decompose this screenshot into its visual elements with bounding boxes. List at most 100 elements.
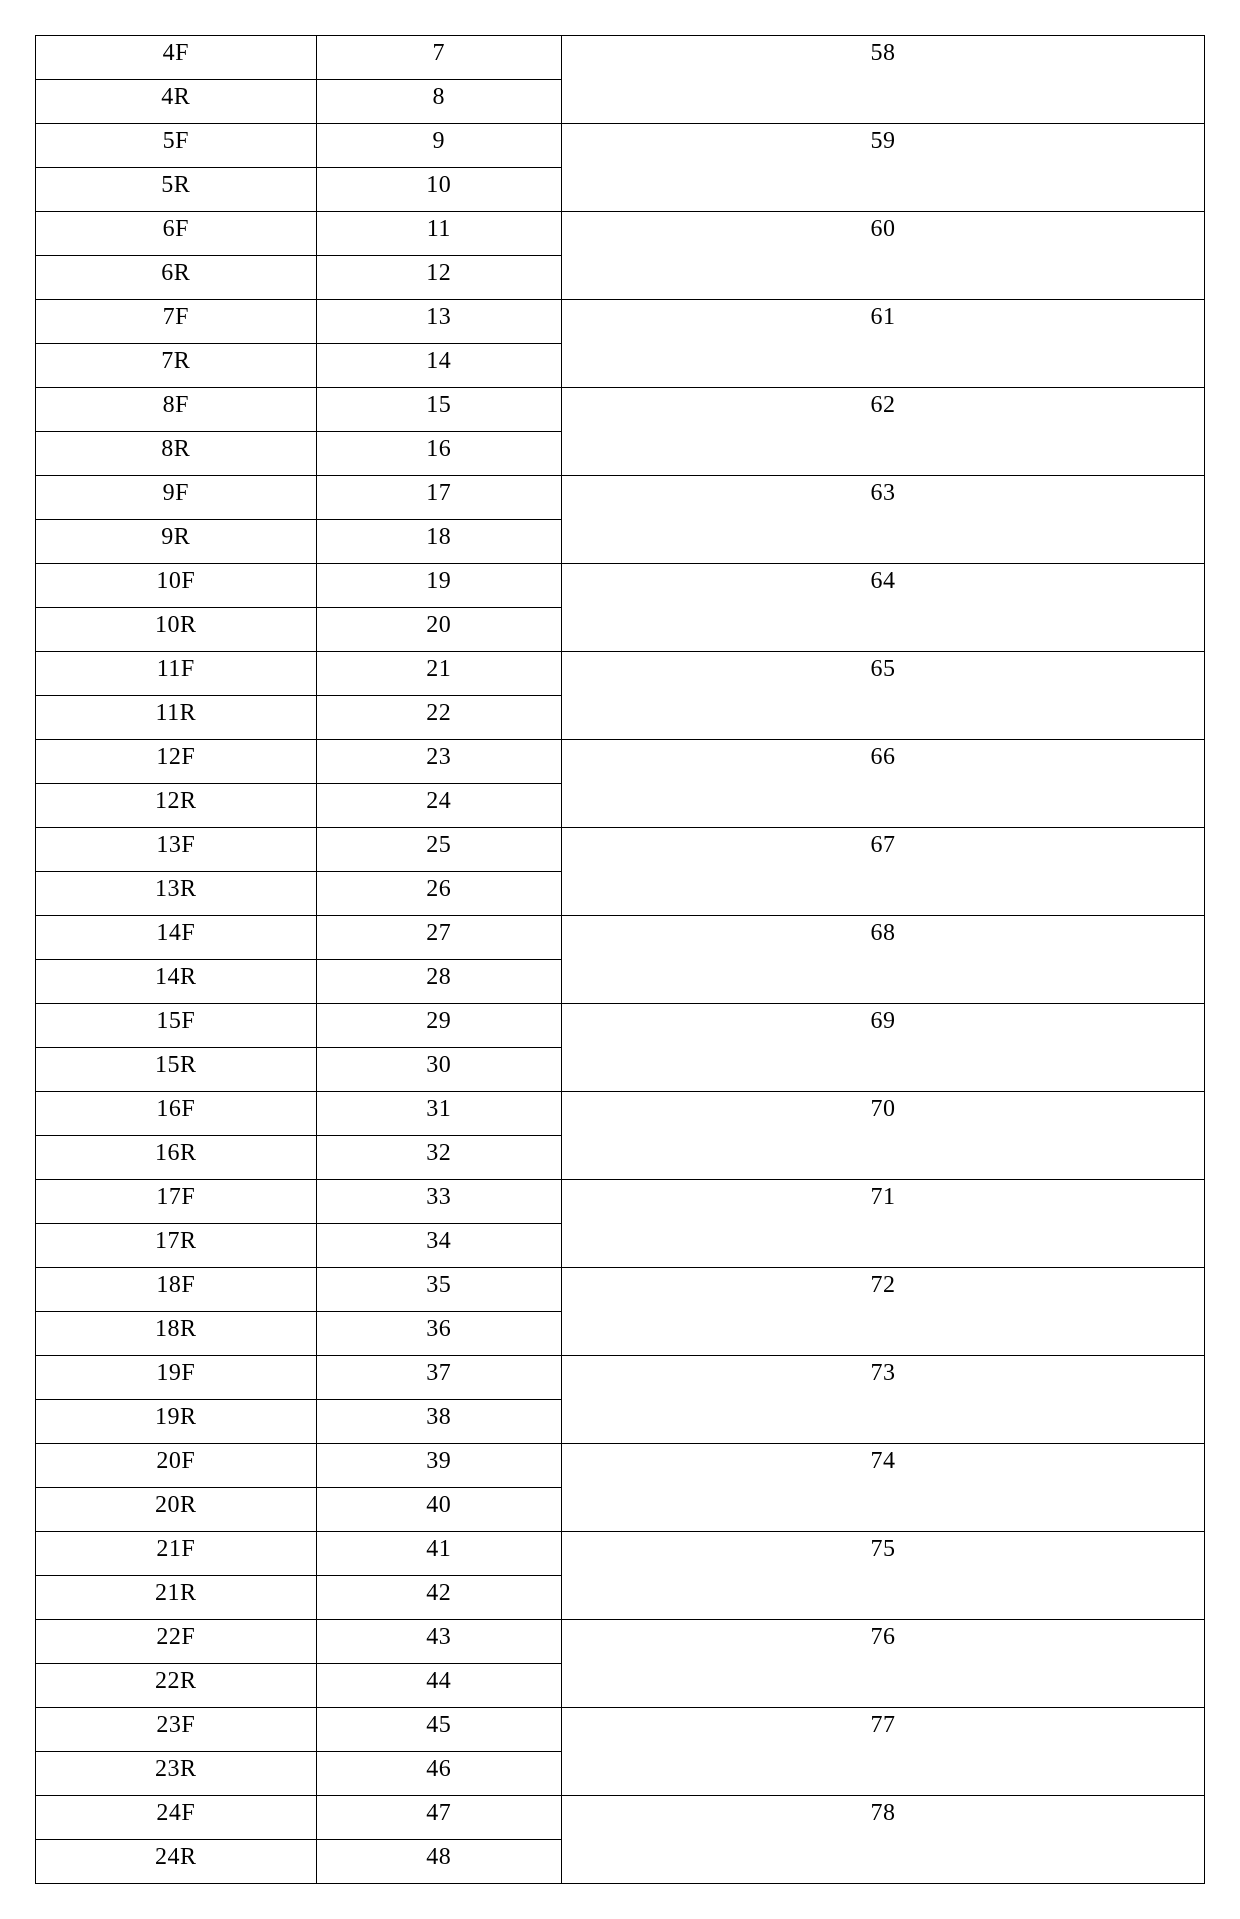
right-cell: 65 [562,652,1205,740]
num-cell: 12 [316,256,561,300]
label-cell: 12F [36,740,317,784]
right-cell: 71 [562,1180,1205,1268]
table-row: 5F959 [36,124,1205,168]
num-cell: 21 [316,652,561,696]
label-cell: 22F [36,1620,317,1664]
label-cell: 17F [36,1180,317,1224]
table-row: 18F3572 [36,1268,1205,1312]
num-cell: 34 [316,1224,561,1268]
num-cell: 42 [316,1576,561,1620]
table-row: 20F3974 [36,1444,1205,1488]
num-cell: 36 [316,1312,561,1356]
table-row: 22F4376 [36,1620,1205,1664]
num-cell: 23 [316,740,561,784]
right-cell: 66 [562,740,1205,828]
table-row: 21F4175 [36,1532,1205,1576]
label-cell: 15R [36,1048,317,1092]
label-cell: 20F [36,1444,317,1488]
label-cell: 14F [36,916,317,960]
num-cell: 31 [316,1092,561,1136]
table-row: 17F3371 [36,1180,1205,1224]
label-cell: 10R [36,608,317,652]
table-row: 16F3170 [36,1092,1205,1136]
right-cell: 74 [562,1444,1205,1532]
num-cell: 43 [316,1620,561,1664]
table-row: 10F1964 [36,564,1205,608]
right-cell: 76 [562,1620,1205,1708]
table-row: 7F1361 [36,300,1205,344]
right-cell: 61 [562,300,1205,388]
label-cell: 6R [36,256,317,300]
num-cell: 9 [316,124,561,168]
num-cell: 46 [316,1752,561,1796]
num-cell: 22 [316,696,561,740]
num-cell: 45 [316,1708,561,1752]
label-cell: 8F [36,388,317,432]
num-cell: 16 [316,432,561,476]
right-cell: 77 [562,1708,1205,1796]
right-cell: 75 [562,1532,1205,1620]
num-cell: 13 [316,300,561,344]
label-cell: 24R [36,1840,317,1884]
label-cell: 8R [36,432,317,476]
num-cell: 18 [316,520,561,564]
label-cell: 24F [36,1796,317,1840]
num-cell: 11 [316,212,561,256]
label-cell: 10F [36,564,317,608]
right-cell: 68 [562,916,1205,1004]
right-cell: 64 [562,564,1205,652]
right-cell: 63 [562,476,1205,564]
label-cell: 12R [36,784,317,828]
label-cell: 18R [36,1312,317,1356]
right-cell: 59 [562,124,1205,212]
num-cell: 33 [316,1180,561,1224]
label-cell: 4F [36,36,317,80]
num-cell: 17 [316,476,561,520]
num-cell: 15 [316,388,561,432]
label-cell: 17R [36,1224,317,1268]
table-row: 9F1763 [36,476,1205,520]
label-cell: 11R [36,696,317,740]
table-row: 8F1562 [36,388,1205,432]
right-cell: 78 [562,1796,1205,1884]
table-row: 15F2969 [36,1004,1205,1048]
label-cell: 5R [36,168,317,212]
num-cell: 19 [316,564,561,608]
table-row: 6F1160 [36,212,1205,256]
num-cell: 35 [316,1268,561,1312]
label-cell: 13R [36,872,317,916]
table-row: 12F2366 [36,740,1205,784]
num-cell: 44 [316,1664,561,1708]
num-cell: 39 [316,1444,561,1488]
right-cell: 72 [562,1268,1205,1356]
label-cell: 14R [36,960,317,1004]
label-cell: 6F [36,212,317,256]
num-cell: 25 [316,828,561,872]
num-cell: 32 [316,1136,561,1180]
num-cell: 8 [316,80,561,124]
label-cell: 4R [36,80,317,124]
label-cell: 9R [36,520,317,564]
table-row: 4F758 [36,36,1205,80]
label-cell: 18F [36,1268,317,1312]
table-row: 24F4778 [36,1796,1205,1840]
label-cell: 7F [36,300,317,344]
num-cell: 7 [316,36,561,80]
num-cell: 10 [316,168,561,212]
label-cell: 20R [36,1488,317,1532]
label-cell: 23R [36,1752,317,1796]
right-cell: 67 [562,828,1205,916]
right-cell: 58 [562,36,1205,124]
num-cell: 29 [316,1004,561,1048]
num-cell: 20 [316,608,561,652]
label-cell: 19F [36,1356,317,1400]
num-cell: 24 [316,784,561,828]
right-cell: 73 [562,1356,1205,1444]
table-row: 11F2165 [36,652,1205,696]
label-cell: 19R [36,1400,317,1444]
right-cell: 60 [562,212,1205,300]
label-cell: 22R [36,1664,317,1708]
right-cell: 69 [562,1004,1205,1092]
num-cell: 37 [316,1356,561,1400]
table-row: 13F2567 [36,828,1205,872]
